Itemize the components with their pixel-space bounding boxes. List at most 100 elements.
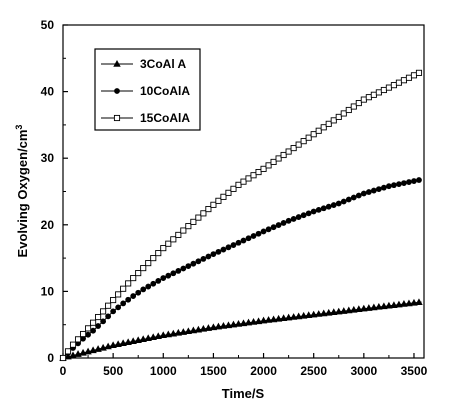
data-point: [175, 231, 182, 238]
data-point: [85, 331, 91, 338]
data-point: [125, 280, 132, 287]
data-point: [309, 310, 318, 318]
data-point: [200, 210, 207, 217]
data-point: [285, 148, 292, 155]
data-point: [240, 237, 247, 244]
data-point: [249, 318, 258, 325]
legend: 3CoAl A 10CoAlA 15CoAlA: [94, 48, 201, 131]
data-point: [139, 335, 147, 343]
data-point: [195, 214, 202, 221]
data-point: [220, 193, 227, 200]
data-point: [135, 270, 142, 277]
data-point: [289, 313, 298, 320]
data-point: [290, 145, 297, 152]
data-point: [229, 320, 238, 328]
data-point: [264, 316, 273, 323]
data-point: [380, 302, 388, 310]
data-point: [386, 183, 392, 190]
x-tick-label: 0: [60, 364, 67, 378]
data-point: [395, 300, 403, 308]
data-point: [350, 194, 357, 201]
data-point: [415, 298, 423, 306]
legend-marker: [113, 114, 121, 122]
data-point: [119, 339, 127, 347]
data-point: [365, 189, 372, 195]
data-point: [355, 305, 363, 313]
legend-label: 15CoAlA: [140, 111, 190, 125]
data-point: [255, 230, 262, 237]
data-point: [370, 303, 378, 311]
data-point: [174, 328, 183, 336]
data-point: [140, 286, 147, 293]
data-point: [315, 310, 323, 317]
data-point: [294, 312, 303, 320]
data-point: [365, 304, 373, 311]
data-point: [265, 226, 272, 233]
data-point: [154, 332, 162, 340]
data-point: [115, 304, 122, 311]
data-point: [405, 299, 413, 307]
data-point: [235, 181, 242, 188]
data-point: [259, 316, 268, 324]
data-point: [224, 321, 233, 329]
data-point: [155, 250, 162, 257]
data-point: [110, 297, 117, 304]
data-point: [204, 324, 213, 331]
data-point: [245, 235, 252, 242]
series-1: [59, 298, 423, 361]
data-point: [400, 77, 407, 84]
data-point: [340, 110, 347, 117]
data-point: [149, 333, 157, 341]
data-point: [109, 341, 117, 349]
series-2: [60, 177, 422, 361]
data-point: [375, 89, 382, 96]
y-axis-title-superscript: 3: [14, 125, 24, 130]
data-point: [350, 103, 357, 110]
data-point: [345, 196, 352, 203]
data-point: [270, 158, 277, 165]
data-point: [335, 200, 342, 207]
y-tick-label: 40: [41, 85, 55, 99]
data-point: [395, 79, 402, 86]
data-point: [209, 323, 218, 331]
data-point: [145, 283, 152, 290]
data-point: [205, 253, 212, 260]
data-point: [225, 189, 232, 196]
data-point: [230, 185, 237, 192]
data-point: [164, 330, 172, 338]
legend-items: 3CoAl A 10CoAlA 15CoAlA: [101, 57, 190, 125]
data-point: [391, 182, 397, 189]
data-point: [69, 341, 77, 348]
data-point: [305, 134, 312, 141]
data-point: [105, 302, 112, 309]
data-point: [240, 178, 247, 185]
data-point: [190, 218, 197, 225]
data-point: [130, 275, 137, 282]
data-point: [144, 334, 152, 342]
x-tick-label: 2000: [250, 364, 277, 378]
data-point: [160, 245, 167, 252]
data-point: [120, 285, 127, 292]
data-point: [330, 308, 338, 316]
data-point: [401, 180, 407, 186]
data-point: [280, 151, 287, 159]
data-point: [115, 291, 122, 298]
data-point: [124, 338, 132, 346]
data-point: [284, 313, 293, 321]
x-tick-label: 3000: [350, 364, 377, 378]
data-point: [304, 311, 313, 319]
data-point: [415, 69, 423, 76]
data-point: [220, 246, 227, 253]
data-point: [320, 309, 328, 317]
data-point: [385, 84, 392, 91]
y-axis-title-main: Evolving Oxygen/cm: [15, 130, 30, 258]
data-point: [114, 340, 122, 348]
data-point: [410, 298, 418, 306]
data-point: [350, 305, 358, 313]
data-point: [205, 206, 212, 213]
data-point: [194, 325, 203, 333]
data-point: [295, 214, 302, 220]
legend-item: 15CoAlA: [101, 111, 190, 125]
data-point: [305, 210, 312, 217]
data-point: [320, 205, 327, 212]
